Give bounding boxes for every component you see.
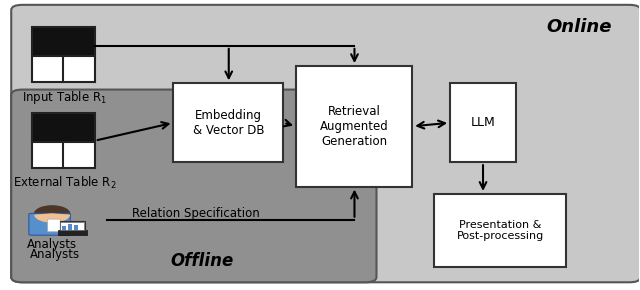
FancyBboxPatch shape [12,5,640,282]
Circle shape [35,206,70,222]
FancyBboxPatch shape [48,219,60,232]
Text: LLM: LLM [470,116,495,129]
Bar [435,194,566,267]
Bar [32,113,95,142]
Text: External Table R$_2$: External Table R$_2$ [13,175,116,191]
Bar [32,56,95,82]
Text: Online: Online [546,18,612,36]
Text: Relation Specification: Relation Specification [132,207,259,220]
Bar [68,224,72,230]
Bar [60,221,85,230]
FancyBboxPatch shape [12,90,376,282]
Text: Input Table R$_1$: Input Table R$_1$ [22,89,107,106]
FancyBboxPatch shape [29,213,70,235]
Bar [173,83,284,162]
Bar [450,83,516,162]
Bar [32,142,95,168]
Text: Embedding
& Vector DB: Embedding & Vector DB [193,109,264,137]
Text: Analysts: Analysts [30,248,80,261]
Bar [296,66,412,187]
Bar [74,225,79,230]
Text: Presentation &
Post-processing: Presentation & Post-processing [457,220,544,241]
Wedge shape [35,214,69,222]
Bar [32,27,95,56]
Bar [58,230,86,235]
Text: Offline: Offline [170,252,234,270]
Bar [60,222,84,230]
Text: Retrieval
Augmented
Generation: Retrieval Augmented Generation [320,105,388,148]
Bar [61,226,66,230]
Text: Analysts: Analysts [27,238,77,251]
